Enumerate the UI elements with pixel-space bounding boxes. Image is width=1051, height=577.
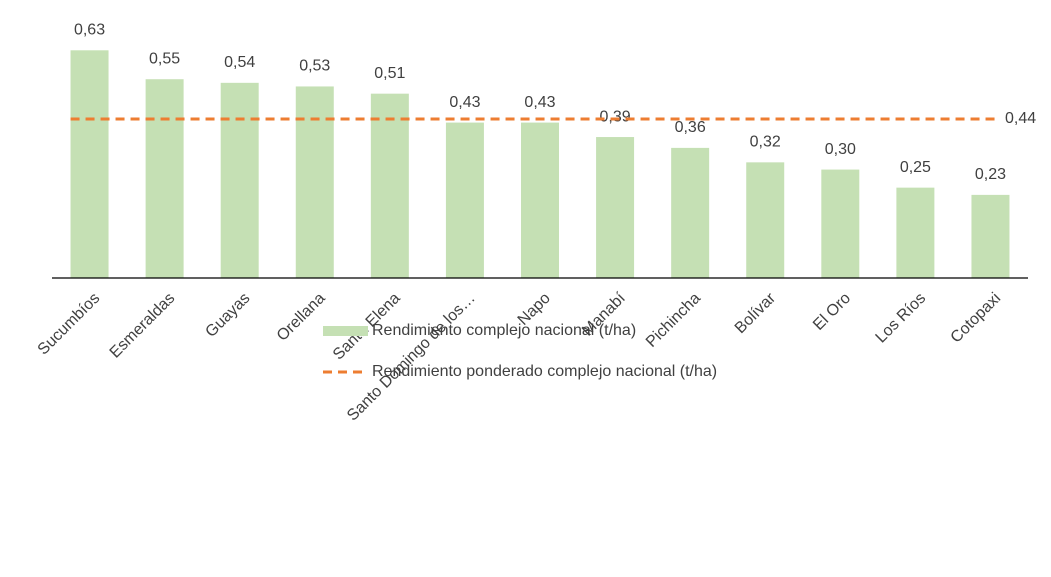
data-label: 0,32 [750,134,781,151]
x-tick-label: Los Ríos [873,290,930,347]
x-tick-label: Cotopaxi [948,290,1005,347]
bar [521,122,559,278]
data-label: 0,23 [975,166,1006,183]
data-label: 0,36 [675,119,706,136]
data-label: 0,43 [524,94,555,111]
bar [70,50,109,278]
x-tick-label: El Oro [810,290,854,334]
x-tick-label: Guayas [202,290,253,341]
x-tick-label: Orellana [274,290,329,345]
bar [145,79,184,278]
data-label: 0,55 [149,50,180,67]
bar [971,194,1010,278]
bar [896,187,935,278]
bar [295,86,334,278]
data-label: 0,53 [299,58,330,75]
x-tick-label: Pichincha [643,290,704,351]
data-label: 0,30 [825,141,856,158]
bar [746,162,785,278]
data-label: 0,39 [600,108,631,125]
data-label: 0,63 [74,22,105,39]
x-tick-label: Bolívar [732,289,780,337]
bar [596,137,635,278]
bar [671,147,710,278]
bar [821,169,860,278]
data-label: 0,43 [449,94,480,111]
data-label: 0,25 [900,159,931,176]
data-label: 0,51 [374,65,405,82]
legend-label: Rendimiento ponderado complejo nacional … [372,363,717,380]
data-label: 0,54 [224,54,255,71]
legend-label: Rendimiento complejo nacional (t/ha) [372,322,636,339]
bar [220,82,259,278]
reference-label: 0,44 [1005,110,1036,127]
x-tick-label: Sucumbíos [35,290,104,359]
x-tick-label: Santo Domingo de los… [344,290,479,425]
legend-swatch [323,326,368,336]
bar [445,122,484,278]
x-tick-label: Esmeraldas [107,290,179,362]
bar [370,93,409,279]
